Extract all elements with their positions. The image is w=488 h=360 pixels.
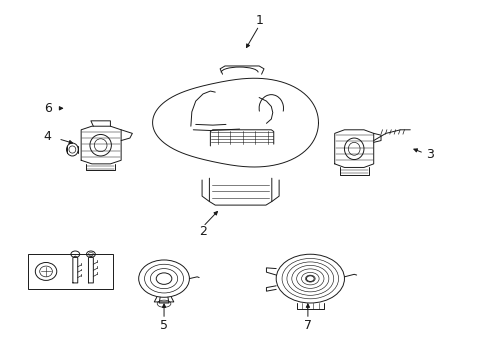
Text: 7: 7 (303, 319, 311, 332)
Text: 1: 1 (255, 14, 263, 27)
Text: 3: 3 (425, 148, 433, 161)
Text: 6: 6 (44, 102, 52, 115)
Text: 5: 5 (160, 319, 168, 332)
Text: 4: 4 (43, 130, 51, 144)
Text: 2: 2 (199, 225, 206, 238)
Bar (27, 253, 113, 289)
